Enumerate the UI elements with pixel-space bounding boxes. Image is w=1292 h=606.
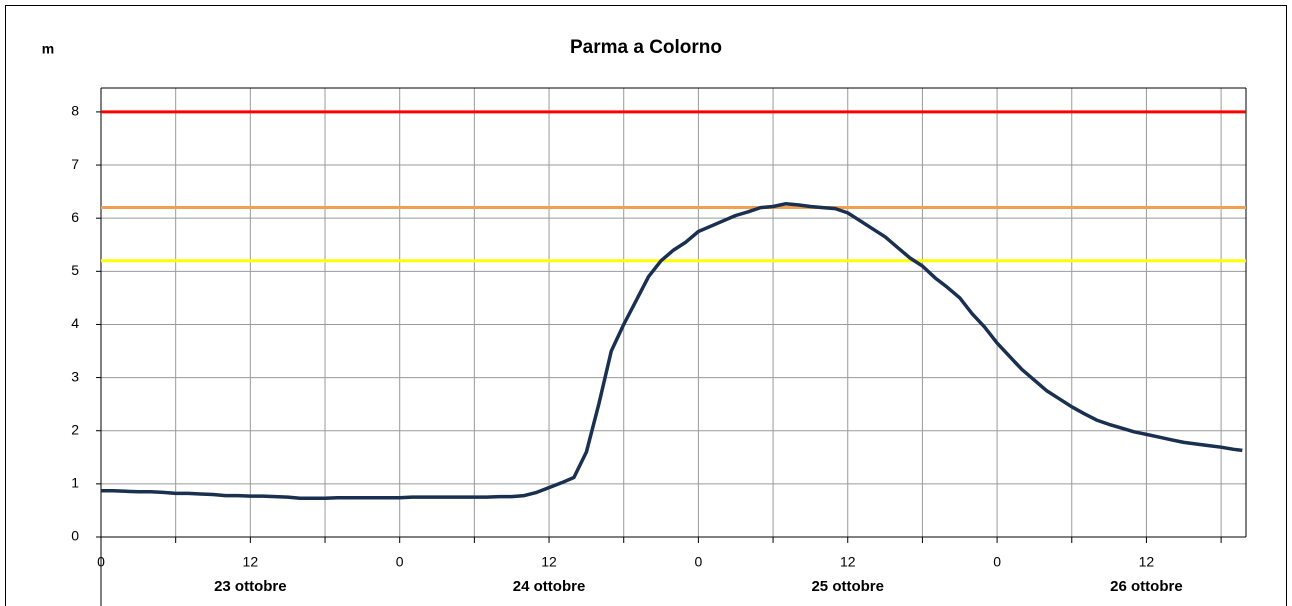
- y-tick-label: 5: [71, 262, 79, 278]
- x-tick-label: 12: [541, 554, 557, 570]
- day-label: 26 ottobre: [1110, 578, 1183, 595]
- x-tick-label: 12: [1139, 554, 1155, 570]
- y-tick-label: 4: [71, 315, 79, 331]
- y-tick-label: 7: [71, 156, 79, 172]
- y-tick-label: 6: [71, 209, 79, 225]
- x-tick-label: 12: [243, 554, 259, 570]
- day-label: 24 ottobre: [513, 578, 586, 595]
- x-tick-label: 0: [993, 554, 1001, 570]
- data-line: [101, 202, 1243, 500]
- y-tick-label: 1: [71, 475, 79, 491]
- x-tick-label: 0: [396, 554, 404, 570]
- chart-title: Parma a Colorno: [570, 37, 722, 58]
- y-tick-label: 8: [71, 103, 79, 119]
- day-label: 25 ottobre: [811, 578, 884, 595]
- y-axis-label: m: [42, 41, 54, 57]
- y-tick-label: 3: [71, 368, 79, 384]
- y-tick-label: 2: [71, 421, 79, 437]
- frame: [5, 5, 1287, 606]
- day-label: 23 ottobre: [214, 578, 287, 595]
- x-tick-label: 12: [840, 554, 856, 570]
- y-tick-label: 0: [71, 528, 79, 544]
- x-tick-label: 0: [694, 554, 702, 570]
